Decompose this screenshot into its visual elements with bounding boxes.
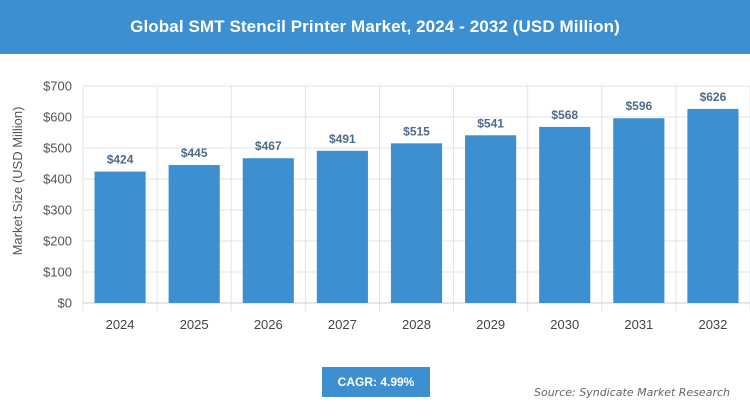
bar-value-label: $515 (403, 124, 430, 138)
bar (687, 108, 739, 303)
y-axis-label: Market Size (USD Million) (10, 107, 25, 256)
bar (390, 143, 443, 303)
value-labels: $424 $445 $467 $491 $515 $541 $568 $596 $626 (107, 90, 727, 167)
x-tick-label: 2032 (698, 317, 727, 332)
bar (613, 118, 665, 304)
y-axis-ticks: $0 $100 $200 $300 $400 $500 $600 $700 (43, 79, 72, 311)
bar-value-label: $626 (700, 90, 727, 104)
y-tick-label: $300 (43, 203, 72, 218)
y-tick-label: $200 (43, 234, 72, 249)
cagr-badge: CAGR: 4.99% (322, 367, 430, 397)
x-tick-label: 2025 (180, 317, 209, 332)
y-tick-label: $600 (43, 110, 72, 125)
bar-value-label: $467 (255, 139, 282, 153)
bar (242, 158, 294, 303)
bar (539, 126, 591, 303)
y-tick-label: $100 (43, 265, 72, 280)
y-tick-label: $400 (43, 172, 72, 187)
bar-value-label: $445 (181, 146, 208, 160)
x-tick-label: 2030 (550, 317, 579, 332)
x-tick-label: 2027 (328, 317, 357, 332)
bars (94, 108, 739, 304)
x-tick-label: 2024 (106, 317, 135, 332)
bar (94, 171, 146, 303)
bar (316, 150, 368, 303)
bar-value-label: $541 (477, 116, 504, 130)
x-axis-ticks: 2024 2025 2026 2027 2028 2029 2030 2031 2032 (106, 317, 728, 332)
x-tick-label: 2026 (254, 317, 283, 332)
source-note: Source: Syndicate Market Research (534, 386, 730, 399)
x-tick-label: 2031 (624, 317, 653, 332)
bar-value-label: $424 (107, 153, 134, 167)
x-tick-label: 2029 (476, 317, 505, 332)
y-tick-label: $500 (43, 141, 72, 156)
bar (465, 135, 517, 303)
bar-value-label: $596 (625, 99, 652, 113)
chart-title: Global SMT Stencil Printer Market, 2024 … (130, 17, 620, 36)
bar-value-label: $491 (329, 132, 356, 146)
y-tick-label: $0 (58, 296, 72, 311)
bar (168, 165, 220, 303)
y-tick-label: $700 (43, 79, 72, 94)
bar-value-label: $568 (551, 108, 578, 122)
x-tick-label: 2028 (402, 317, 431, 332)
title-bar: Global SMT Stencil Printer Market, 2024 … (0, 0, 750, 54)
